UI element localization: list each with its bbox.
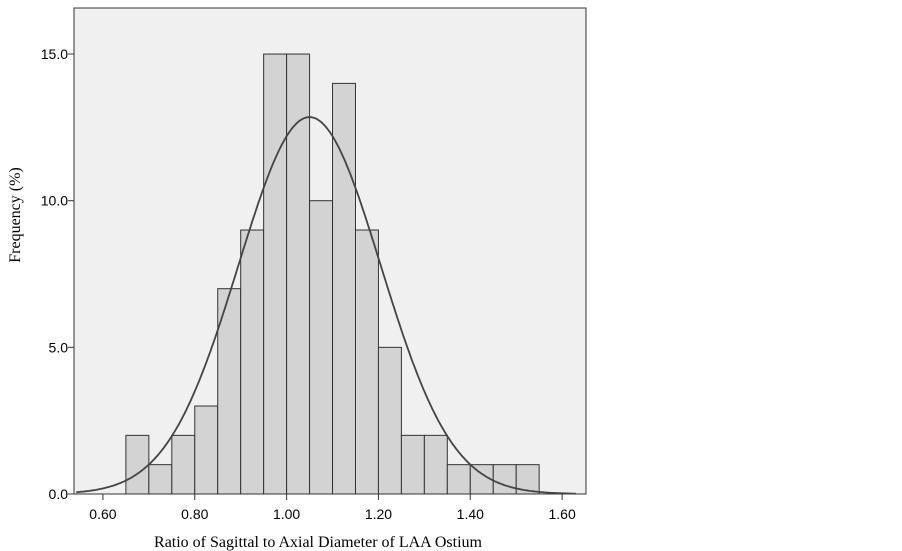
- histogram-bar: [171, 434, 196, 495]
- y-axis-label: Frequency (%): [7, 167, 24, 263]
- histogram-bar: [263, 53, 288, 495]
- x-axis-label: Ratio of Sagittal to Axial Diameter of L…: [154, 534, 483, 551]
- x-tick-label: 1.00: [273, 506, 300, 522]
- histogram-bar: [354, 229, 379, 495]
- y-tick-label: 15.0: [41, 46, 68, 62]
- histogram-bar: [423, 434, 448, 495]
- y-tick-label: 0.0: [49, 486, 69, 502]
- histogram-bar: [446, 464, 471, 495]
- y-tick-label: 10.0: [41, 193, 68, 209]
- x-tick-label: 0.80: [181, 506, 208, 522]
- histogram-bar: [240, 229, 265, 495]
- x-tick-label: 0.60: [89, 506, 116, 522]
- x-tick-label: 1.40: [457, 506, 484, 522]
- histogram-bar: [148, 464, 173, 495]
- x-tick-label: 1.60: [548, 506, 575, 522]
- histogram-bar: [400, 434, 425, 495]
- histogram-bar: [286, 53, 311, 495]
- histogram-bar: [332, 82, 356, 495]
- histogram-bar: [377, 346, 402, 495]
- y-tick-label: 5.0: [49, 339, 69, 355]
- histogram-bar: [125, 434, 150, 495]
- x-tick-label: 1.20: [365, 506, 392, 522]
- histogram-bar: [515, 464, 540, 495]
- histogram-bar: [492, 464, 517, 495]
- histogram-bar: [309, 200, 334, 495]
- histogram-bar: [194, 405, 219, 495]
- normal-curve: [76, 116, 576, 495]
